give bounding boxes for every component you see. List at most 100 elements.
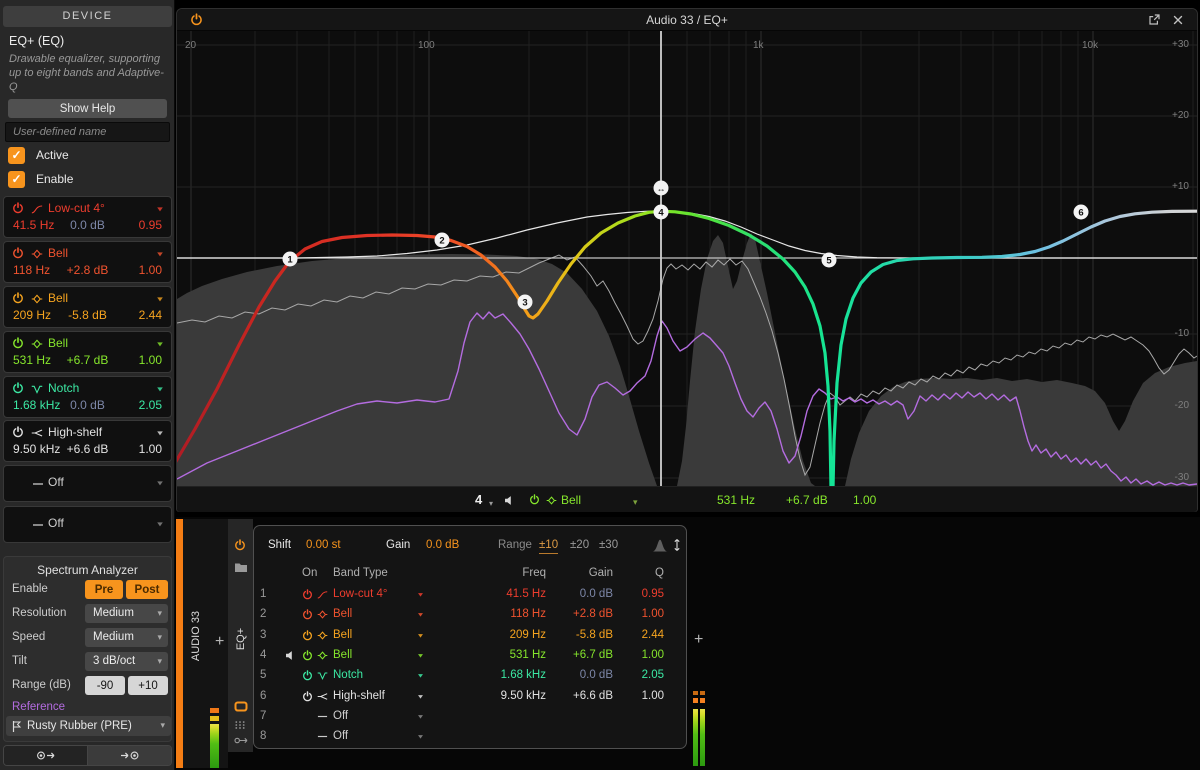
band-4-q[interactable]: 1.00 [138,353,162,367]
band-handle-5[interactable]: 5 [821,252,837,268]
selected-band-power-icon[interactable] [529,494,540,505]
speed-select[interactable]: Medium ▾ [85,628,168,647]
band-row-4[interactable]: 4 Bell 531 Hz +6.7 dB 1.00 [254,645,686,665]
selected-band-freq[interactable]: 531 Hz [717,493,756,507]
selected-band-type[interactable]: Bell [561,493,582,507]
show-help-button[interactable]: Show Help [8,99,167,118]
band-1-q[interactable]: 0.95 [138,218,162,232]
range-10-option[interactable]: ±10 [539,536,559,554]
eq-response-curve[interactable] [177,209,1197,486]
chevron-down-icon[interactable]: ▾ [489,499,494,508]
tilt-select[interactable]: 3 dB/oct ▾ [85,652,168,671]
band-5-type[interactable]: Notch [48,381,80,395]
band-4-freq[interactable]: 531 Hz [13,353,52,367]
band-4-type-caret[interactable] [156,340,164,348]
band-q[interactable]: 1.00 [641,649,664,661]
band-type[interactable]: Bell [333,608,353,620]
band-power-icon[interactable] [302,588,313,600]
reference-select[interactable]: Rusty Rubber (PRE) ▾ [6,716,171,736]
band-q[interactable]: 2.05 [641,669,664,681]
band-6-power-icon[interactable] [12,426,24,438]
band-2-freq[interactable]: 118 Hz [13,263,51,277]
band-1-type-caret[interactable] [156,205,164,213]
band-row-2[interactable]: 2 Bell 118 Hz +2.8 dB 1.00 [254,604,686,624]
band-type-caret[interactable] [417,693,424,700]
band-type[interactable]: Notch [333,669,364,681]
remote-controls-icon[interactable] [234,701,248,712]
band-type[interactable]: Low-cut 4° [333,588,388,600]
band-5-freq[interactable]: 1.68 kHz [13,398,61,412]
band-5-type-caret[interactable] [156,385,164,393]
band-row-7[interactable]: 7 Off [254,706,686,726]
band-2-q[interactable]: 1.00 [138,263,162,277]
band-type-caret[interactable] [417,672,424,679]
close-icon[interactable] [1172,14,1184,26]
band-row-5[interactable]: 5 Notch 1.68 kHz 0.0 dB 2.05 [254,665,686,685]
band-power-icon[interactable] [302,690,313,702]
band-3-type[interactable]: Bell [48,291,69,305]
band-type[interactable]: Off [333,710,349,722]
band-power-icon[interactable] [302,608,313,620]
band-freq[interactable]: 531 Hz [509,649,546,661]
active-checkbox[interactable]: ✓ [8,147,25,164]
band-q[interactable]: 1.00 [641,690,664,702]
band-2-gain[interactable]: +2.8 dB [66,263,109,277]
device-power-icon[interactable] [234,539,246,551]
band-gain[interactable]: -5.8 dB [575,629,613,641]
band-3-gain[interactable]: -5.8 dB [68,308,107,322]
band-freq[interactable]: 118 Hz [510,608,546,620]
audition-speaker-icon[interactable] [284,650,295,661]
band-4-type[interactable]: Bell [48,336,69,350]
band-2-type[interactable]: Bell [48,246,69,260]
band-card-8[interactable]: Off [3,506,172,543]
shift-value[interactable]: 0.00 st [306,539,341,551]
band-4-gain[interactable]: +6.7 dB [66,353,109,367]
band-handle-2[interactable]: 2 [434,232,450,248]
band-power-icon[interactable] [302,649,313,661]
band-5-power-icon[interactable] [12,382,24,394]
selected-band-gain[interactable]: +6.7 dB [786,493,828,507]
band-freq[interactable]: 1.68 kHz [500,669,546,681]
band-6-type-caret[interactable] [156,429,164,437]
chevron-down-icon[interactable]: ▾ [633,497,638,507]
band-6-q[interactable]: 1.00 [138,442,162,456]
band-handle-1[interactable]: 1 [282,251,298,267]
band-card-5[interactable]: Notch 1.68 kHz 0.0 dB 2.05 [3,376,172,418]
detach-window-icon[interactable] [1148,14,1160,26]
band-5-q[interactable]: 2.05 [138,398,162,412]
device-tab-label[interactable]: EQ+ [235,627,247,651]
band-gain[interactable]: +6.7 dB [573,649,613,661]
band-type[interactable]: Off [333,730,349,742]
range-30-option[interactable]: ±30 [599,539,619,551]
band-7-type[interactable]: Off [48,475,64,489]
band-card-6[interactable]: High-shelf 9.50 kHz +6.6 dB 1.00 [3,420,172,462]
band-8-type-caret[interactable] [156,520,164,528]
band-2-type-caret[interactable] [156,250,164,258]
band-6-gain[interactable]: +6.6 dB [66,442,109,456]
band-6-type[interactable]: High-shelf [48,425,103,439]
track-name[interactable]: AUDIO 33 [190,610,202,662]
band-gain[interactable]: +2.8 dB [573,608,613,620]
band-gain[interactable]: 0.0 dB [579,588,613,600]
selected-band-number[interactable]: 4 [475,492,483,507]
add-device-button[interactable]: + [694,631,704,648]
band-type[interactable]: High-shelf [333,690,385,702]
band-power-icon[interactable] [302,669,313,681]
band-3-q[interactable]: 2.44 [138,308,162,322]
band-type-caret[interactable] [417,713,424,720]
presets-folder-icon[interactable] [234,562,248,573]
band-row-1[interactable]: 1 Low-cut 4° 41.5 Hz 0.0 dB 0.95 [254,584,686,604]
add-track-content-button[interactable]: + [215,633,225,650]
band-handle-6[interactable]: 6 [1073,204,1089,220]
band-2-power-icon[interactable] [12,247,24,259]
band-row-3[interactable]: 3 Bell 209 Hz -5.8 dB 2.44 [254,625,686,645]
band-type-caret[interactable] [417,591,424,598]
selected-band-q[interactable]: 1.00 [853,493,877,507]
range-max-field[interactable]: +10 [128,676,168,695]
band-type-caret[interactable] [417,632,424,639]
band-6-freq[interactable]: 9.50 kHz [13,442,61,456]
expand-collapse-icon[interactable] [673,538,681,552]
band-3-power-icon[interactable] [12,292,24,304]
band-8-type[interactable]: Off [48,516,64,530]
band-q[interactable]: 2.44 [641,629,664,641]
